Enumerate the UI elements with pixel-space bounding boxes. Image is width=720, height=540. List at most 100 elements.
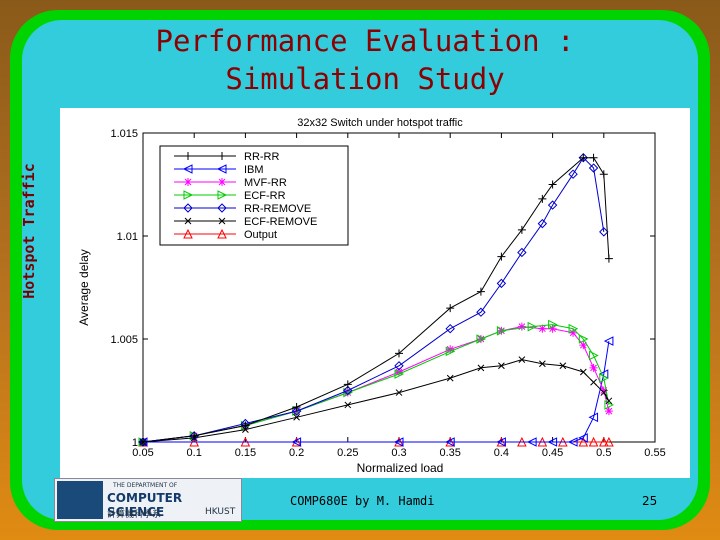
legend-label: ECF-RR (244, 190, 286, 202)
series-line (142, 326, 610, 443)
marker (139, 438, 147, 446)
x-tick-label: 0.5 (596, 447, 611, 459)
marker (476, 287, 485, 296)
marker (598, 436, 609, 447)
marker (604, 400, 615, 410)
marker (190, 431, 199, 440)
marker (539, 360, 546, 368)
series-ecf-remove (139, 356, 613, 446)
x-tick-label: 0.15 (235, 447, 256, 459)
x-tick-label: 0.3 (391, 447, 406, 459)
chart-axes: 0.05 0.1 0.15 0.2 0.25 0.3 0.35 0.4 0.45 0.5 0.55 1… (77, 128, 666, 459)
marker (496, 437, 506, 447)
chart-area: 0.05 0.1 0.15 0.2 0.25 0.3 0.35 0.4 0.45 0.5 0.55 1… (60, 108, 690, 478)
marker (217, 190, 228, 200)
marker (477, 364, 485, 372)
marker (578, 334, 589, 344)
chart-title: 32x32 Switch under hotspot traffic (297, 117, 463, 129)
legend-label: ECF-REMOVE (244, 216, 317, 228)
marker (183, 228, 193, 239)
marker (588, 436, 599, 447)
marker (517, 247, 527, 258)
marker (218, 152, 226, 160)
legend-label: Output (244, 229, 277, 241)
marker (537, 218, 548, 229)
marker (393, 437, 404, 447)
marker (242, 426, 249, 433)
marker (395, 349, 403, 358)
marker (538, 194, 547, 203)
chart-svg: 0.05 0.1 0.15 0.2 0.25 0.3 0.35 0.4 0.45 0.5 0.55 1… (77, 117, 666, 475)
marker (517, 322, 526, 331)
series-line (142, 324, 610, 443)
logo-line2: COMPUTER SCIENCE (107, 491, 183, 519)
chart-legend: RR-RRIBMMVF-RRECF-RRRR-REMOVEECF-REMOVEO… (159, 145, 349, 246)
marker (589, 350, 599, 361)
chart-series (137, 153, 615, 447)
marker (184, 152, 192, 160)
y-axis-label: Average delay (77, 249, 91, 326)
marker (568, 169, 578, 179)
series-mvf-rr (139, 322, 613, 446)
logo-line4: HKUST (205, 507, 236, 517)
series-line (143, 341, 610, 443)
y-tick-label: 1.01 (117, 231, 138, 243)
x-tick-label: 0.1 (187, 447, 202, 459)
marker (446, 304, 455, 313)
legend-label: RR-REMOVE (244, 203, 311, 215)
marker (548, 324, 557, 333)
marker (496, 278, 507, 289)
side-label: Hotspot Traffic (20, 163, 38, 299)
x-tick-label: 0.45 (542, 447, 563, 459)
slide-title: Performance Evaluation : Simulation Stud… (155, 24, 575, 96)
x-tick-label: 0.4 (494, 447, 509, 459)
marker (445, 323, 455, 334)
logo-line1: THE DEPARTMENT OF (113, 482, 178, 489)
legend-item: ECF-RR (174, 190, 286, 202)
legend-label: MVF-RR (244, 177, 287, 189)
series-rr-rr (139, 153, 613, 446)
marker (569, 328, 578, 337)
series-ecf-rr (138, 319, 615, 447)
marker (547, 200, 558, 210)
marker (578, 436, 589, 447)
x-tick-label: 0.55 (644, 447, 665, 459)
logo-line3: 計算機科學系 (107, 510, 162, 520)
marker (344, 401, 352, 409)
legend-item: MVF-RR (174, 177, 287, 189)
series-ibm (137, 336, 614, 447)
marker (603, 336, 614, 346)
marker (218, 217, 226, 225)
marker (343, 380, 352, 389)
marker (527, 321, 538, 332)
marker (446, 374, 454, 382)
y-tick-label: 1.015 (110, 128, 138, 140)
marker (293, 413, 300, 421)
marker (184, 178, 192, 186)
footer-text: COMP680E by M. Hamdi (290, 494, 435, 508)
marker (599, 373, 609, 383)
x-tick-label: 0.05 (132, 447, 153, 459)
marker (599, 170, 608, 179)
marker (476, 307, 486, 317)
marker (600, 389, 608, 396)
x-tick-label: 0.25 (337, 447, 358, 459)
marker (445, 437, 455, 447)
marker (216, 164, 227, 174)
marker (548, 180, 557, 189)
marker (589, 153, 598, 162)
marker (445, 346, 456, 357)
series-line (142, 157, 610, 443)
marker (476, 334, 487, 344)
marker (291, 437, 302, 447)
legend-label: RR-RR (244, 151, 279, 163)
logo-mark (57, 481, 103, 519)
series-line (142, 156, 605, 443)
marker (182, 164, 193, 174)
marker (538, 324, 547, 333)
series-line (142, 359, 610, 443)
x-axis-label: Normalized load (357, 461, 444, 475)
marker (394, 361, 404, 371)
legend-item: RR-REMOVE (174, 203, 311, 215)
marker (292, 402, 301, 411)
